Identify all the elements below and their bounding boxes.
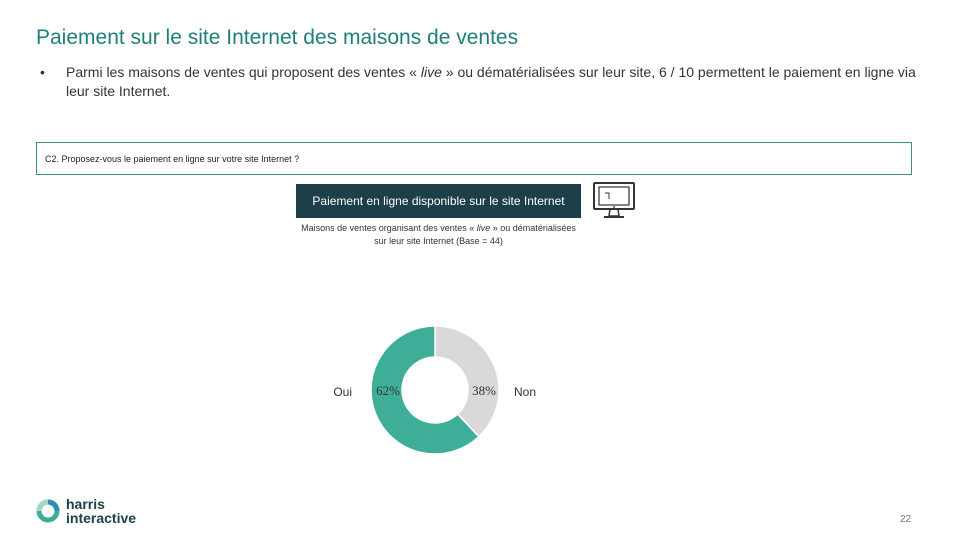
monitor-icon [593, 182, 635, 218]
harris-interactive-logo: harris interactive [36, 497, 136, 525]
value-label-non: 38% [472, 383, 496, 398]
bullet-text-part-1: Parmi les maisons de ventes qui proposen… [66, 64, 421, 80]
base-text-part-2: » ou dématérialisées sur leur site Inter… [374, 223, 576, 246]
logo-line-1: harris [66, 496, 105, 512]
base-text-italic: live [476, 223, 491, 233]
chart-banner: Paiement en ligne disponible sur le site… [296, 184, 581, 218]
bullet-text-part-2: » ou dématérialisées sur leur site, 6 / … [66, 64, 916, 99]
bullet-text-italic: live [420, 64, 442, 80]
question-box: C2. Proposez-vous le paiement en ligne s… [36, 142, 912, 175]
donut-slice-non [434, 325, 500, 438]
bullet-text: Parmi les maisons de ventes qui proposen… [66, 63, 920, 101]
logo-ring-icon [36, 499, 60, 523]
category-label-oui: Oui [333, 385, 352, 399]
chart-base-note: Maisons de ventes organisant des ventes … [296, 222, 581, 248]
banner-label: Paiement en ligne disponible sur le site… [312, 194, 565, 208]
value-label-oui: 62% [376, 383, 400, 398]
logo-text: harris interactive [66, 497, 136, 525]
category-label-non: Non [514, 385, 536, 399]
bullet-marker: • [40, 64, 45, 80]
base-text-part-1: Maisons de ventes organisant des ventes … [301, 223, 477, 233]
page-number: 22 [900, 514, 912, 525]
logo-line-2: interactive [66, 510, 137, 526]
question-text: C2. Proposez-vous le paiement en ligne s… [45, 154, 300, 164]
page-title: Paiement sur le site Internet des maison… [36, 26, 519, 49]
donut-slice-oui [370, 325, 480, 455]
bullet-point: • Parmi les maisons de ventes qui propos… [40, 63, 920, 101]
